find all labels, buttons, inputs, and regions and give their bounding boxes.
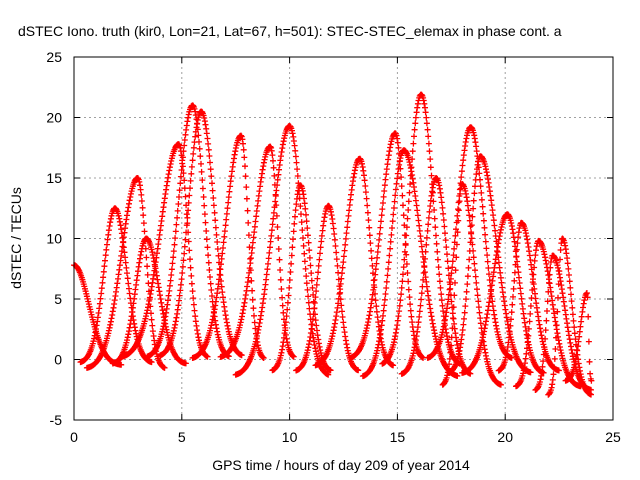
pass-markers bbox=[189, 132, 267, 361]
satellite-pass bbox=[424, 124, 515, 361]
axis-ticks: 0 5 10 15 20 25 -5 0 5 10 15 20 25 bbox=[46, 49, 621, 445]
satellite-pass bbox=[77, 205, 155, 366]
pass-markers bbox=[424, 124, 515, 361]
y-tick-label: 15 bbox=[46, 170, 62, 186]
pass-markers bbox=[513, 237, 584, 390]
x-tick-label: 15 bbox=[390, 429, 406, 445]
pass-markers bbox=[217, 143, 297, 360]
satellite-pass bbox=[189, 132, 267, 361]
satellite-pass bbox=[144, 102, 232, 360]
pass-markers bbox=[144, 102, 232, 360]
x-tick-label: 10 bbox=[282, 429, 298, 445]
y-tick-label: 10 bbox=[46, 231, 62, 247]
satellite-pass bbox=[118, 141, 211, 360]
y-tick-label: 25 bbox=[46, 49, 62, 65]
satellite-pass bbox=[532, 252, 594, 393]
grid-lines bbox=[74, 57, 613, 420]
pass-markers bbox=[232, 123, 332, 378]
pass-markers bbox=[118, 141, 211, 360]
pass-markers bbox=[398, 175, 474, 377]
pass-markers bbox=[77, 205, 155, 366]
y-tick-label: 0 bbox=[54, 352, 62, 368]
x-axis-label: GPS time / hours of day 209 of year 2014 bbox=[212, 457, 470, 473]
satellite-pass bbox=[312, 155, 397, 369]
chart-title: dSTEC Iono. truth (kir0, Lon=21, Lat=67,… bbox=[18, 23, 562, 39]
satellite-pass bbox=[513, 237, 584, 390]
pass-markers bbox=[157, 108, 245, 359]
x-tick-label: 0 bbox=[70, 429, 78, 445]
y-tick-label: 5 bbox=[54, 291, 62, 307]
pass-markers bbox=[532, 252, 594, 393]
satellite-pass bbox=[446, 153, 534, 376]
satellite-pass bbox=[217, 143, 297, 360]
x-tick-label: 20 bbox=[497, 429, 513, 445]
x-tick-label: 5 bbox=[178, 429, 186, 445]
pass-markers bbox=[562, 290, 595, 384]
pass-markers bbox=[439, 181, 504, 388]
pass-markers bbox=[269, 182, 334, 374]
satellite-pass bbox=[439, 181, 504, 388]
y-tick-label: 20 bbox=[46, 110, 62, 126]
satellite-pass bbox=[232, 123, 332, 378]
pass-markers bbox=[446, 153, 534, 376]
data-points bbox=[71, 91, 595, 398]
satellite-pass bbox=[398, 175, 474, 377]
satellite-pass bbox=[293, 202, 362, 374]
pass-markers bbox=[312, 155, 397, 369]
x-tick-label: 25 bbox=[605, 429, 621, 445]
satellite-pass bbox=[269, 182, 334, 374]
y-axis-label: dSTEC / TECUs bbox=[8, 187, 24, 289]
pass-markers bbox=[293, 202, 362, 374]
y-tick-label: -5 bbox=[50, 412, 63, 428]
satellite-pass bbox=[562, 290, 595, 384]
satellite-pass bbox=[157, 108, 245, 359]
